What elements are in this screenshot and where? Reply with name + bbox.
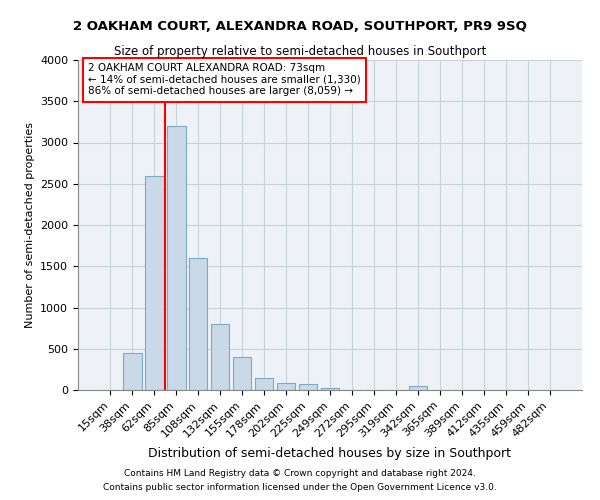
Bar <box>320 388 340 390</box>
Bar <box>299 384 317 390</box>
Bar <box>145 176 164 390</box>
Bar <box>211 324 229 390</box>
Bar <box>189 258 208 390</box>
Bar <box>233 357 251 390</box>
Text: Size of property relative to semi-detached houses in Southport: Size of property relative to semi-detach… <box>114 45 486 58</box>
Text: 2 OAKHAM COURT ALEXANDRA ROAD: 73sqm
← 14% of semi-detached houses are smaller (: 2 OAKHAM COURT ALEXANDRA ROAD: 73sqm ← 1… <box>88 64 361 96</box>
Text: Contains HM Land Registry data © Crown copyright and database right 2024.: Contains HM Land Registry data © Crown c… <box>124 468 476 477</box>
Bar <box>277 384 295 390</box>
Bar <box>255 378 274 390</box>
Y-axis label: Number of semi-detached properties: Number of semi-detached properties <box>25 122 35 328</box>
X-axis label: Distribution of semi-detached houses by size in Southport: Distribution of semi-detached houses by … <box>149 447 511 460</box>
Bar <box>409 386 427 390</box>
Text: Contains public sector information licensed under the Open Government Licence v3: Contains public sector information licen… <box>103 484 497 492</box>
Bar <box>167 126 185 390</box>
Bar <box>123 353 142 390</box>
Text: 2 OAKHAM COURT, ALEXANDRA ROAD, SOUTHPORT, PR9 9SQ: 2 OAKHAM COURT, ALEXANDRA ROAD, SOUTHPOR… <box>73 20 527 33</box>
